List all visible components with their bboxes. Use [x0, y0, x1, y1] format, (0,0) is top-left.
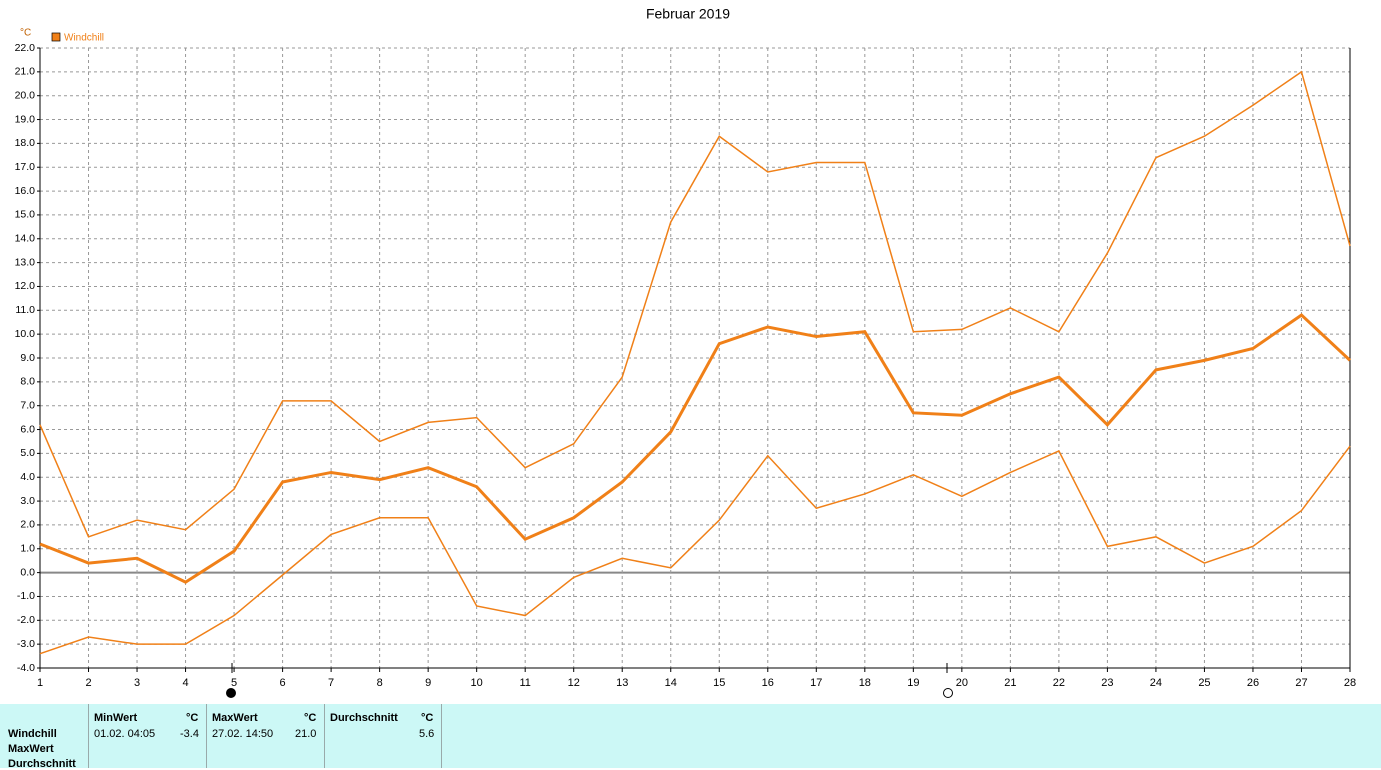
y-tick-label: 21.0 — [15, 66, 36, 78]
y-tick-label: -2.0 — [17, 614, 35, 626]
row-label: MaxWert — [8, 743, 54, 755]
col-header: Durchschnitt — [330, 712, 398, 724]
x-tick-label: 5 — [231, 677, 237, 689]
y-tick-label: -1.0 — [17, 590, 35, 602]
cell-value: 5.6 — [419, 728, 435, 740]
y-tick-label: 0.0 — [20, 566, 35, 578]
y-tick-label: 16.0 — [15, 185, 36, 197]
x-tick-label: 9 — [425, 677, 431, 689]
y-tick-label: 22.0 — [15, 42, 36, 54]
col-header: MaxWert — [212, 712, 258, 724]
cell-time: 27.02. 14:50 — [212, 728, 274, 740]
chart-title: Februar 2019 — [646, 6, 730, 22]
cell-time: 01.02. 04:05 — [94, 728, 156, 740]
y-tick-label: 9.0 — [20, 352, 35, 364]
y-tick-label: -4.0 — [17, 662, 35, 674]
col-unit: °C — [421, 712, 434, 724]
legend-swatch — [51, 32, 61, 42]
col-unit: °C — [186, 712, 199, 724]
y-tick-label: 15.0 — [15, 209, 36, 221]
row-label: Durchschnitt — [8, 758, 76, 770]
chart: Februar 2019 °C -4.0 -3.0 -2.0 -1.0 0.0 1.0 2.… — [15, 6, 1356, 698]
x-tick-label: 19 — [907, 677, 919, 689]
x-tick-label: 11 — [519, 677, 530, 689]
col-unit: °C — [304, 712, 317, 724]
x-tick-label: 28 — [1344, 677, 1356, 689]
cell-value: 21.0 — [295, 728, 317, 740]
y-tick-label: 12.0 — [15, 280, 36, 292]
y-tick-label: 1.0 — [20, 543, 35, 555]
x-tick-label: 18 — [859, 677, 871, 689]
new-moon — [226, 688, 236, 698]
y-tick-label: 5.0 — [20, 447, 35, 459]
x-tick-label: 8 — [377, 677, 383, 689]
x-tick-label: 4 — [182, 677, 188, 689]
y-tick-label: 14.0 — [15, 233, 36, 245]
x-tick-label: 10 — [471, 677, 483, 689]
x-tick-label: 2 — [85, 677, 91, 689]
y-unit: °C — [20, 28, 31, 39]
y-tick-label: 18.0 — [15, 137, 36, 149]
separator — [441, 704, 442, 768]
y-tick-label: 10.0 — [15, 328, 36, 340]
x-tick-label: 7 — [328, 677, 334, 689]
x-tick-label: 22 — [1053, 677, 1065, 689]
y-tick-label: 20.0 — [15, 89, 36, 101]
separator — [206, 704, 207, 768]
x-tick-label: 14 — [665, 677, 677, 689]
full-moon — [943, 688, 953, 698]
cell-value: -3.4 — [180, 728, 199, 740]
x-tick-label: 27 — [1295, 677, 1307, 689]
y-tick-label: 6.0 — [20, 423, 35, 435]
x-tick-label: 21 — [1004, 677, 1016, 689]
x-tick-label: 25 — [1198, 677, 1210, 689]
y-tick-label: 11.0 — [15, 304, 35, 316]
separator — [88, 704, 89, 768]
y-tick-label: 2.0 — [20, 519, 35, 531]
x-tick-label: 20 — [956, 677, 968, 689]
x-tick-label: 15 — [713, 677, 725, 689]
y-tick-label: 8.0 — [20, 376, 35, 388]
legend-label: Windchill — [64, 33, 104, 44]
x-tick-label: 16 — [762, 677, 774, 689]
series-line — [39, 70, 1351, 538]
y-tick-label: 3.0 — [20, 495, 35, 507]
y-tick-label: 7.0 — [20, 399, 35, 411]
y-tick-label: 19.0 — [15, 113, 36, 125]
y-tick-label: 17.0 — [15, 161, 36, 173]
y-tick-label: 4.0 — [20, 471, 35, 483]
x-tick-label: 26 — [1247, 677, 1259, 689]
col-header: MinWert — [94, 712, 138, 724]
series-line — [39, 313, 1352, 584]
x-tick-label: 6 — [280, 677, 286, 689]
separator — [324, 704, 325, 768]
x-tick-label: 12 — [568, 677, 580, 689]
x-tick-label: 1 — [37, 677, 43, 689]
row-label: Windchill — [8, 728, 57, 740]
x-tick-label: 24 — [1150, 677, 1162, 689]
stats-table: Windchill MaxWert Durchschnitt MinWert °… — [0, 704, 1381, 770]
x-tick-label: 13 — [616, 677, 628, 689]
series-line — [39, 445, 1351, 655]
y-tick-label: 13.0 — [15, 256, 36, 268]
x-tick-label: 17 — [810, 677, 822, 689]
x-tick-label: 3 — [134, 677, 140, 689]
x-tick-label: 23 — [1101, 677, 1113, 689]
y-tick-label: -3.0 — [17, 638, 35, 650]
